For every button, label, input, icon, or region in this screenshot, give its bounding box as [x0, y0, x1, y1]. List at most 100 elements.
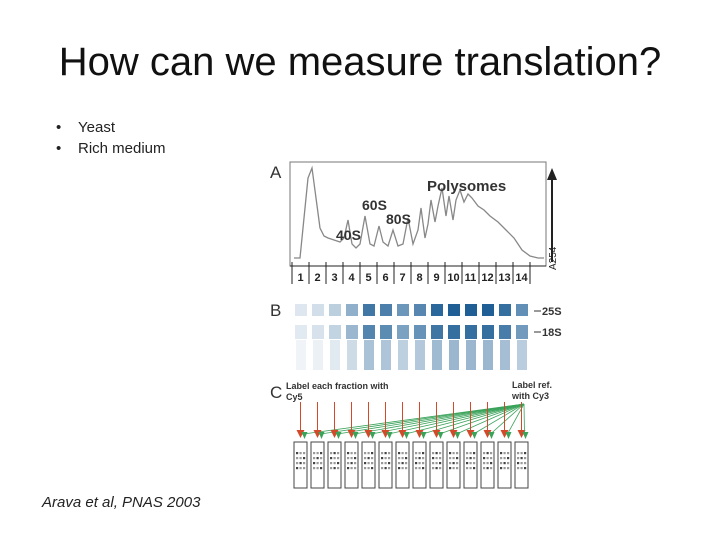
gel-band-18s [329, 325, 341, 339]
microarray-spot [296, 452, 299, 455]
cy3-arrowhead [386, 432, 393, 439]
fraction-number: 7 [399, 272, 405, 284]
fraction-number: 3 [331, 272, 337, 284]
microarray-slide [310, 441, 325, 489]
microarray-spot [364, 462, 367, 465]
microarray-spot [330, 462, 333, 465]
microarray-spot [316, 452, 319, 455]
microarray-spot [303, 452, 306, 455]
gel-smear [517, 340, 527, 370]
microarray-spot [296, 467, 299, 470]
microarray-spot [473, 462, 476, 465]
microarray-spot [371, 467, 374, 470]
fraction-number: 4 [348, 272, 355, 284]
microarray-spot [439, 467, 442, 470]
microarray-slide [361, 441, 376, 489]
microarray-spot [398, 467, 401, 470]
microarray-slide [344, 441, 359, 489]
microarray-spot [500, 457, 503, 460]
microarray-spot [435, 462, 438, 465]
microarray-spot [401, 462, 404, 465]
microarray-spot [337, 462, 340, 465]
microarray-spot [418, 452, 421, 455]
microarray-spot [388, 462, 391, 465]
microarray-spot [401, 467, 404, 470]
cy3-arrowhead [335, 432, 342, 439]
microarray-spot [320, 467, 323, 470]
microarray-spot [405, 467, 408, 470]
polysome-trace [294, 165, 544, 259]
fraction-number: 13 [498, 272, 510, 284]
microarray-spot [507, 452, 510, 455]
bullet-list: Yeast Rich medium [56, 117, 166, 159]
microarray-spot [350, 452, 353, 455]
gel-smear [381, 340, 391, 370]
microarray-spot [422, 452, 425, 455]
microarray-slide [412, 441, 427, 489]
microarray-spot [313, 457, 316, 460]
microarray-spot [483, 467, 486, 470]
microarray-spot [364, 467, 367, 470]
microarray-spot [456, 462, 459, 465]
gel-band-18s [346, 325, 358, 339]
microarray-spot [350, 467, 353, 470]
microarray-spot [486, 467, 489, 470]
cy3-arrow [473, 403, 525, 435]
cy5-label-line2: Cy5 [286, 392, 303, 402]
microarray-spot [333, 452, 336, 455]
rna-gel [295, 304, 528, 370]
cy3-arrow [388, 403, 525, 435]
microarray-spot [524, 452, 527, 455]
gel-band-18s [312, 325, 324, 339]
microarray-spot [371, 452, 374, 455]
microarray-slides [293, 441, 529, 489]
microarray-spot [401, 452, 404, 455]
cy5-label-line1: Label each fraction with [286, 381, 389, 391]
cy3-arrowhead [369, 432, 376, 439]
microarray-spot [384, 467, 387, 470]
fraction-number: 6 [382, 272, 388, 284]
fraction-number: 8 [416, 272, 422, 284]
microarray-spot [415, 467, 418, 470]
microarray-spot [524, 462, 527, 465]
cy3-arrowhead [301, 432, 308, 439]
microarray-spot [503, 452, 506, 455]
microarray-spot [490, 467, 493, 470]
microarray-slide [293, 441, 308, 489]
cy3-arrowhead [505, 432, 512, 439]
gel-smear [313, 340, 323, 370]
gel-smear [449, 340, 459, 370]
microarray-spot [490, 457, 493, 460]
microarray-spot [507, 462, 510, 465]
microarray-spot [435, 452, 438, 455]
microarray-spot [503, 457, 506, 460]
fraction-number: 14 [515, 272, 528, 284]
cy3-label-line2: with Cy3 [511, 391, 549, 401]
microarray-spot [299, 462, 302, 465]
microarray-spot [517, 452, 520, 455]
gel-band-25s [346, 304, 358, 316]
microarray-spot [415, 462, 418, 465]
microarray-spot [483, 462, 486, 465]
microarray-spot [320, 457, 323, 460]
microarray-spot [299, 467, 302, 470]
microarray-spot [347, 457, 350, 460]
cy3-arrow [422, 403, 525, 435]
microarray-spot [388, 467, 391, 470]
cy3-label-line1: Label ref. [512, 380, 552, 390]
microarray-spot [418, 467, 421, 470]
microarray-spot [388, 452, 391, 455]
microarray-spot [405, 462, 408, 465]
microarray-spot [299, 452, 302, 455]
cy3-arrowhead [403, 432, 410, 439]
microarray-spot [333, 457, 336, 460]
cy3-arrowhead [454, 432, 461, 439]
cy3-arrowhead [471, 432, 478, 439]
cy3-arrowhead [352, 432, 359, 439]
cy3-arrow [371, 403, 525, 435]
microarray-spot [337, 467, 340, 470]
gel-band-18s [295, 325, 307, 339]
microarray-spot [469, 452, 472, 455]
gel-smear [415, 340, 425, 370]
gel-smear [500, 340, 510, 370]
